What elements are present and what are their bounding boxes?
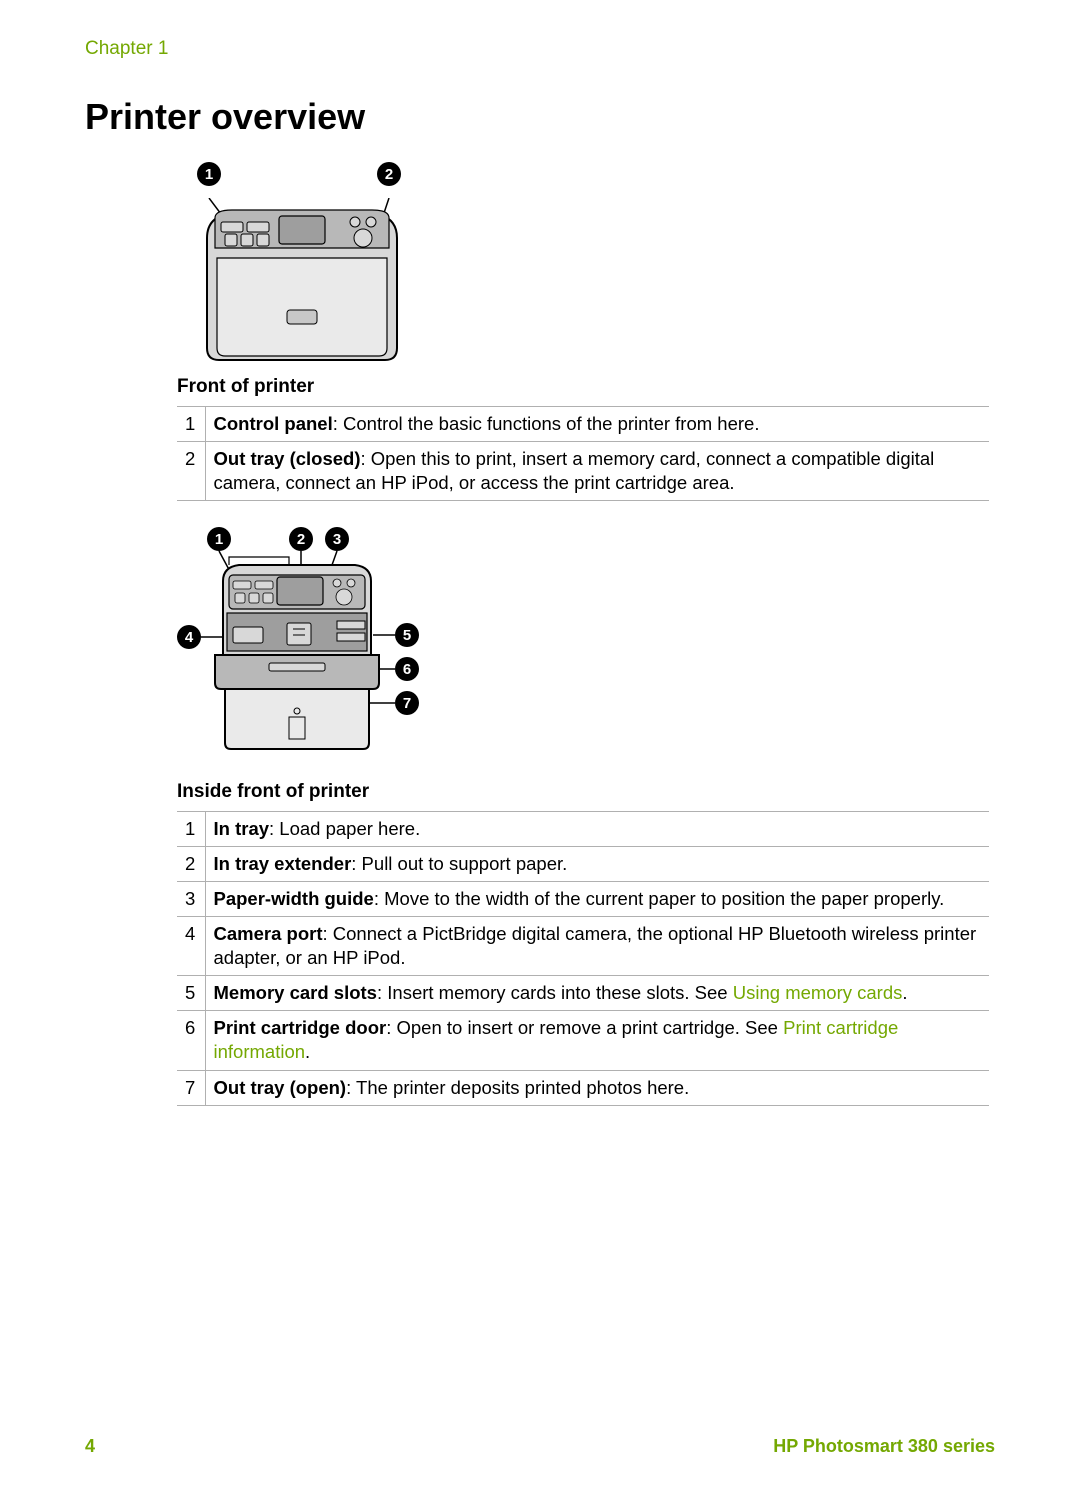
table-row: 7 Out tray (open): The printer deposits … xyxy=(177,1070,989,1105)
page-number: 4 xyxy=(85,1436,95,1457)
table-row: 5 Memory card slots: Insert memory cards… xyxy=(177,976,989,1011)
row-number: 1 xyxy=(177,407,205,442)
product-name: HP Photosmart 380 series xyxy=(773,1436,995,1457)
figure-inside-front: 1 2 3 4 5 6 7 xyxy=(177,527,995,767)
row-desc: Out tray (closed): Open this to print, i… xyxy=(205,442,989,501)
table-front-parts: 1 Control panel: Control the basic funct… xyxy=(177,406,989,501)
row-number: 2 xyxy=(177,442,205,501)
table-row: 2 Out tray (closed): Open this to print,… xyxy=(177,442,989,501)
printer-inside-illustration xyxy=(177,527,437,767)
table-row: 6 Print cartridge door: Open to insert o… xyxy=(177,1011,989,1070)
row-number: 3 xyxy=(177,882,205,917)
printer-front-illustration xyxy=(187,198,417,368)
row-number: 7 xyxy=(177,1070,205,1105)
table-inside-parts: 1 In tray: Load paper here. 2 In tray ex… xyxy=(177,811,989,1105)
row-desc: In tray: Load paper here. xyxy=(205,812,989,847)
table-row: 1 Control panel: Control the basic funct… xyxy=(177,407,989,442)
callout-2: 2 xyxy=(377,162,401,186)
row-number: 2 xyxy=(177,847,205,882)
row-desc: Memory card slots: Insert memory cards i… xyxy=(205,976,989,1011)
row-desc: Paper-width guide: Move to the width of … xyxy=(205,882,989,917)
page-footer: 4 HP Photosmart 380 series xyxy=(85,1436,995,1457)
row-number: 4 xyxy=(177,917,205,976)
row-desc: Control panel: Control the basic functio… xyxy=(205,407,989,442)
table-row: 2 In tray extender: Pull out to support … xyxy=(177,847,989,882)
row-desc: Out tray (open): The printer deposits pr… xyxy=(205,1070,989,1105)
row-number: 6 xyxy=(177,1011,205,1070)
figure-front-of-printer: 1 2 xyxy=(177,162,995,362)
row-desc: Print cartridge door: Open to insert or … xyxy=(205,1011,989,1070)
table-row: 3 Paper-width guide: Move to the width o… xyxy=(177,882,989,917)
page-title: Printer overview xyxy=(85,96,995,138)
table-row: 4 Camera port: Connect a PictBridge digi… xyxy=(177,917,989,976)
row-desc: In tray extender: Pull out to support pa… xyxy=(205,847,989,882)
section-title-inside: Inside front of printer xyxy=(177,781,995,803)
row-desc: Camera port: Connect a PictBridge digita… xyxy=(205,917,989,976)
chapter-label: Chapter 1 xyxy=(85,38,995,60)
row-number: 5 xyxy=(177,976,205,1011)
table-row: 1 In tray: Load paper here. xyxy=(177,812,989,847)
row-number: 1 xyxy=(177,812,205,847)
link-using-memory-cards[interactable]: Using memory cards xyxy=(733,982,903,1003)
section-title-front: Front of printer xyxy=(177,376,995,398)
callout-1: 1 xyxy=(197,162,221,186)
